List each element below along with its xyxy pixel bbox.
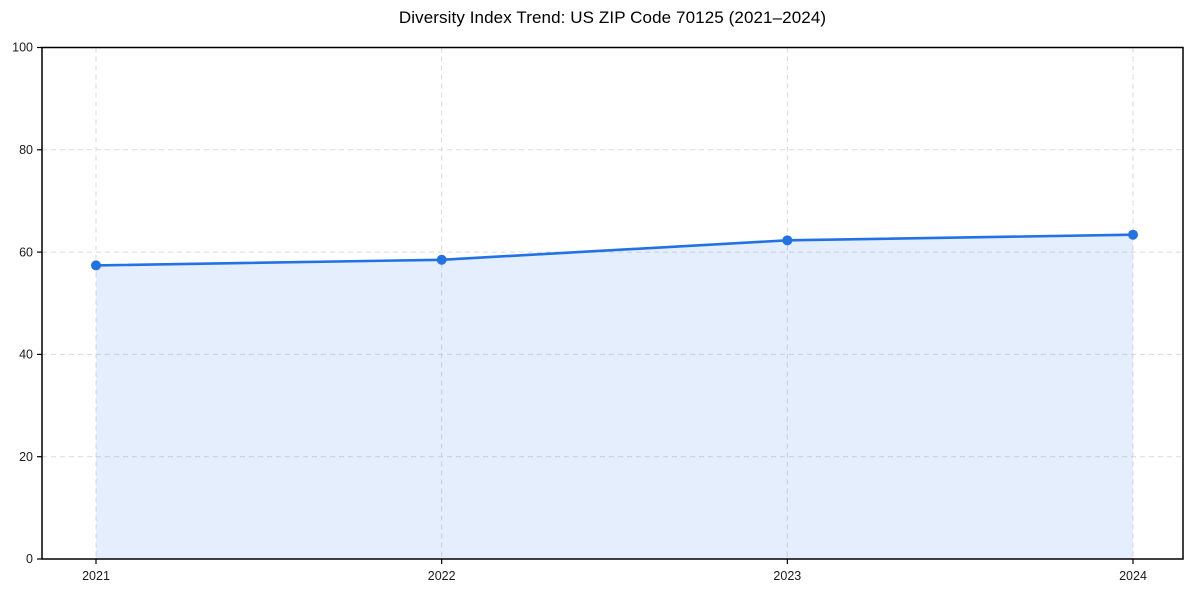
x-tick-label: 2021: [82, 569, 110, 583]
data-point: [91, 260, 101, 271]
chart-title: Diversity Index Trend: US ZIP Code 70125…: [398, 8, 827, 27]
plot-frame: [41, 46, 1184, 560]
y-tick-label: 0: [26, 552, 33, 566]
data-point: [436, 254, 447, 265]
data-point: [782, 235, 793, 246]
y-tick-label: 80: [19, 143, 33, 157]
x-tick-label: 2022: [428, 569, 456, 583]
y-tick-label: 20: [19, 450, 33, 464]
x-tick-label: 2024: [1119, 569, 1147, 583]
y-tick-label: 40: [19, 348, 33, 362]
y-tick-label: 60: [19, 245, 33, 259]
data-point: [1128, 229, 1138, 240]
trend-line: [94, 233, 1135, 267]
area-fill: [96, 234, 1133, 560]
y-tick-label: 100: [12, 41, 33, 55]
x-tick-label: 2023: [773, 569, 801, 583]
